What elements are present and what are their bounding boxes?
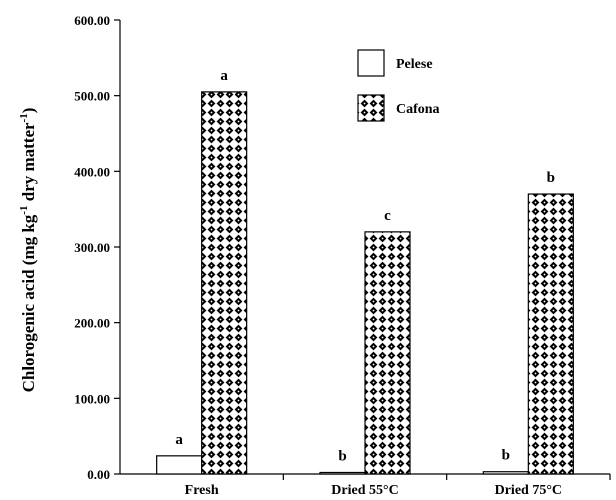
- y-tick-label: 0.00: [87, 467, 110, 482]
- bar-pelese: [482, 471, 529, 475]
- legend-label-cafona: Cafona: [396, 102, 440, 117]
- x-tick-label: Dried 75°C: [495, 483, 562, 498]
- y-tick-label: 300.00: [74, 240, 110, 255]
- y-tick-label: 400.00: [74, 164, 110, 179]
- bar-cafona: [201, 91, 248, 475]
- significance-letter: b: [338, 448, 346, 464]
- legend-swatch-pelese: [357, 49, 385, 77]
- y-axis-label: Chlorogenic acid (mg kg-1 dry matter-1): [18, 108, 38, 393]
- y-tick-label: 500.00: [74, 89, 110, 104]
- legend: Pelese Cafona: [357, 49, 440, 122]
- bar-cafona: [527, 193, 574, 475]
- y-tick-label: 600.00: [74, 13, 110, 28]
- legend-label-pelese: Pelese: [396, 57, 433, 72]
- x-tick-label: Fresh: [185, 483, 219, 498]
- y-axis-label-sup-1: -1: [18, 206, 30, 215]
- significance-letter: b: [502, 448, 510, 464]
- y-axis-label-sup-2: -1: [18, 113, 30, 122]
- significance-letter: a: [175, 432, 183, 448]
- significance-letter: b: [547, 170, 555, 186]
- y-tick-label: 100.00: [74, 391, 110, 406]
- legend-swatch-cafona: [357, 94, 385, 122]
- y-tick-label: 200.00: [74, 316, 110, 331]
- bars: a a b c b b: [156, 68, 574, 475]
- axes: 0.00 100.00 200.00 300.00 400.00 500.00 600.00…: [74, 13, 611, 498]
- bar-pelese: [156, 455, 203, 475]
- x-tick-label: Dried 55°C: [331, 483, 398, 498]
- bar-cafona: [364, 231, 411, 475]
- bar-pelese: [319, 471, 366, 475]
- significance-letter: a: [220, 68, 228, 84]
- significance-letter: c: [384, 208, 391, 224]
